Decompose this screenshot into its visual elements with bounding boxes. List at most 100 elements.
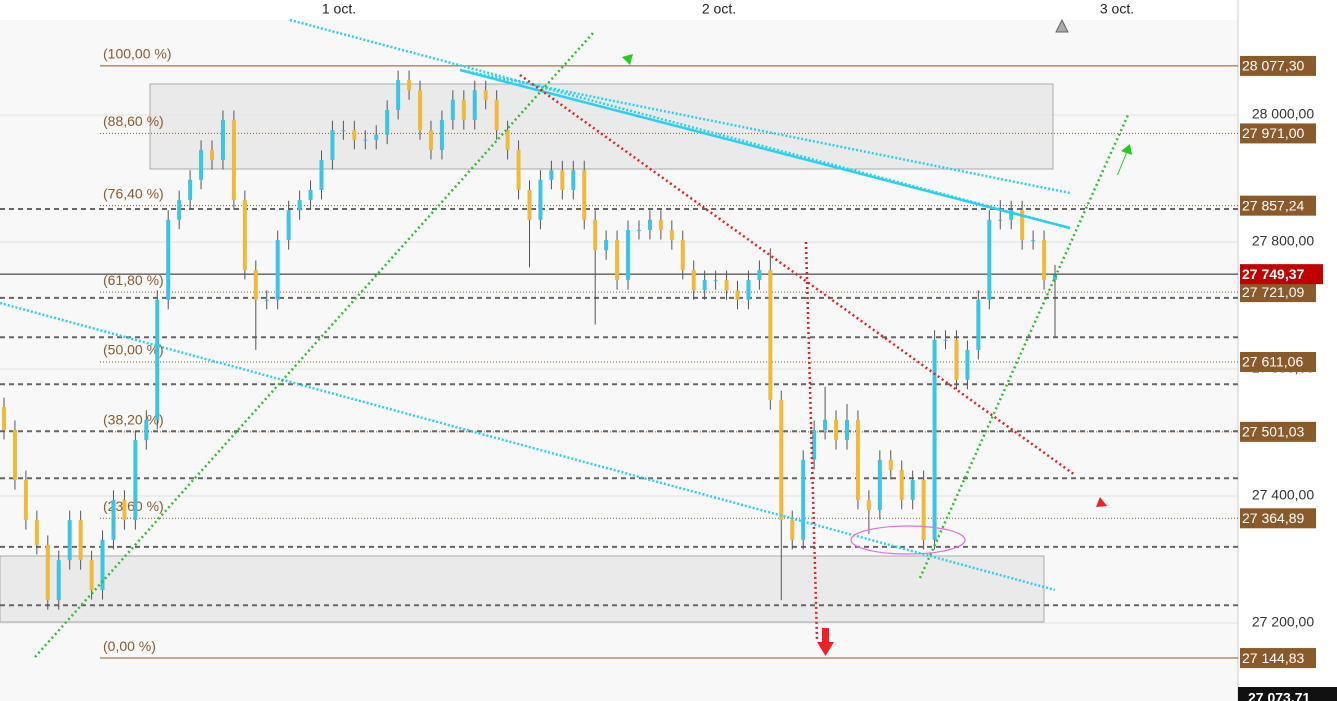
y-tick-label: 28 000,00 <box>1252 106 1314 122</box>
last-price-box <box>1240 264 1323 285</box>
fib-price-label: 27 857,24 <box>1242 197 1304 213</box>
fib-price-label: 28 077,30 <box>1242 58 1304 74</box>
candle-body <box>166 219 171 300</box>
candle-body <box>133 440 138 521</box>
candle-body <box>768 269 773 401</box>
candle-body <box>560 170 565 190</box>
candle-body <box>691 269 696 291</box>
candle-body <box>23 480 28 521</box>
candle-body <box>647 219 652 230</box>
candle-body <box>253 269 258 300</box>
candle-body <box>210 149 215 161</box>
candle-body <box>220 120 225 161</box>
fib-label: (76,40 %) <box>103 185 164 201</box>
candle-body <box>571 170 576 190</box>
candle-body <box>801 459 806 540</box>
candle-body <box>56 560 61 601</box>
candle-body <box>516 149 521 190</box>
candle-body <box>330 130 335 161</box>
candle-body <box>943 339 948 341</box>
fib-price-box <box>1240 351 1316 372</box>
fib-price-label: 27 721,09 <box>1242 284 1304 300</box>
candle-body <box>67 520 72 561</box>
candle-body <box>976 299 981 350</box>
candle-body <box>407 80 412 91</box>
candle-body <box>855 419 860 500</box>
candle-body <box>899 469 904 500</box>
candle-body <box>472 90 477 121</box>
bottom-price-box <box>1238 687 1337 701</box>
fib-price-label: 27 364,89 <box>1242 510 1304 526</box>
candle-body <box>812 429 817 460</box>
arrow-up <box>1117 144 1132 175</box>
candle-body <box>297 200 302 211</box>
candle-body <box>823 419 828 430</box>
fib-price-box <box>1240 421 1316 442</box>
candle-body <box>965 349 970 380</box>
candle-body <box>264 299 269 301</box>
candle-body <box>12 429 17 481</box>
candle-body <box>593 219 598 251</box>
x-tick-label: 2 oct. <box>702 1 736 17</box>
candle-body <box>582 170 587 220</box>
candle-body <box>746 280 751 300</box>
candle-body <box>111 499 116 540</box>
candle-body <box>658 219 663 230</box>
fib-price-label: 27 501,03 <box>1242 424 1304 440</box>
candle-body <box>155 299 160 420</box>
x-tick-label: 1 oct. <box>322 1 356 17</box>
time-axis-band <box>0 0 1238 20</box>
candle-body <box>89 560 94 590</box>
candle-body <box>2 407 6 430</box>
bottom-price-label: 27 073,71 <box>1248 690 1310 701</box>
candle-body <box>834 419 839 441</box>
fib-label: (100,00 %) <box>103 46 171 62</box>
fib-price-box <box>1240 55 1316 76</box>
candle-body <box>527 189 532 220</box>
candle-body <box>374 134 379 140</box>
candle-body <box>286 210 291 241</box>
y-tick-label: 27 800,00 <box>1252 233 1314 249</box>
candle-body <box>669 229 674 241</box>
candle-body <box>122 499 127 521</box>
trend-line <box>519 73 1076 477</box>
candle-body <box>680 240 685 270</box>
fib-price-box <box>1240 508 1316 529</box>
candle-body <box>505 130 510 150</box>
candle-body <box>921 480 926 540</box>
trend-lines <box>0 18 1130 658</box>
candle-body <box>177 200 182 220</box>
y-tick-label: 27 200,00 <box>1252 614 1314 630</box>
candle-body <box>188 179 193 201</box>
candle-body <box>144 419 149 441</box>
candle-body <box>757 269 762 281</box>
candle-body <box>450 99 455 121</box>
candle-body <box>636 229 641 231</box>
arrow-down <box>817 628 834 656</box>
fib-price-box <box>1240 282 1316 303</box>
candle-body <box>494 99 499 131</box>
candle-body <box>1053 274 1057 281</box>
candle-body <box>888 459 893 470</box>
candle-body <box>1020 210 1025 241</box>
candle-body <box>790 520 795 540</box>
candle-body <box>385 109 390 135</box>
candle-body <box>78 520 83 561</box>
candle-body <box>483 90 488 100</box>
candle-body <box>604 240 609 251</box>
candle-body <box>100 539 105 590</box>
fib-price-label: 27 971,00 <box>1242 125 1304 141</box>
candle-body <box>549 170 554 180</box>
candle-body <box>702 280 707 291</box>
candle-body <box>418 90 423 131</box>
fib-label: (50,00 %) <box>103 342 164 358</box>
candle-body <box>1009 210 1014 220</box>
candle-body <box>275 240 280 300</box>
arrow-up <box>612 54 633 75</box>
candle-body <box>910 480 915 500</box>
trend-line <box>459 68 1071 230</box>
candle-body <box>199 149 204 180</box>
x-tick-label: 3 oct. <box>1100 1 1134 17</box>
candle-body <box>308 189 313 201</box>
candle-body <box>396 80 401 110</box>
